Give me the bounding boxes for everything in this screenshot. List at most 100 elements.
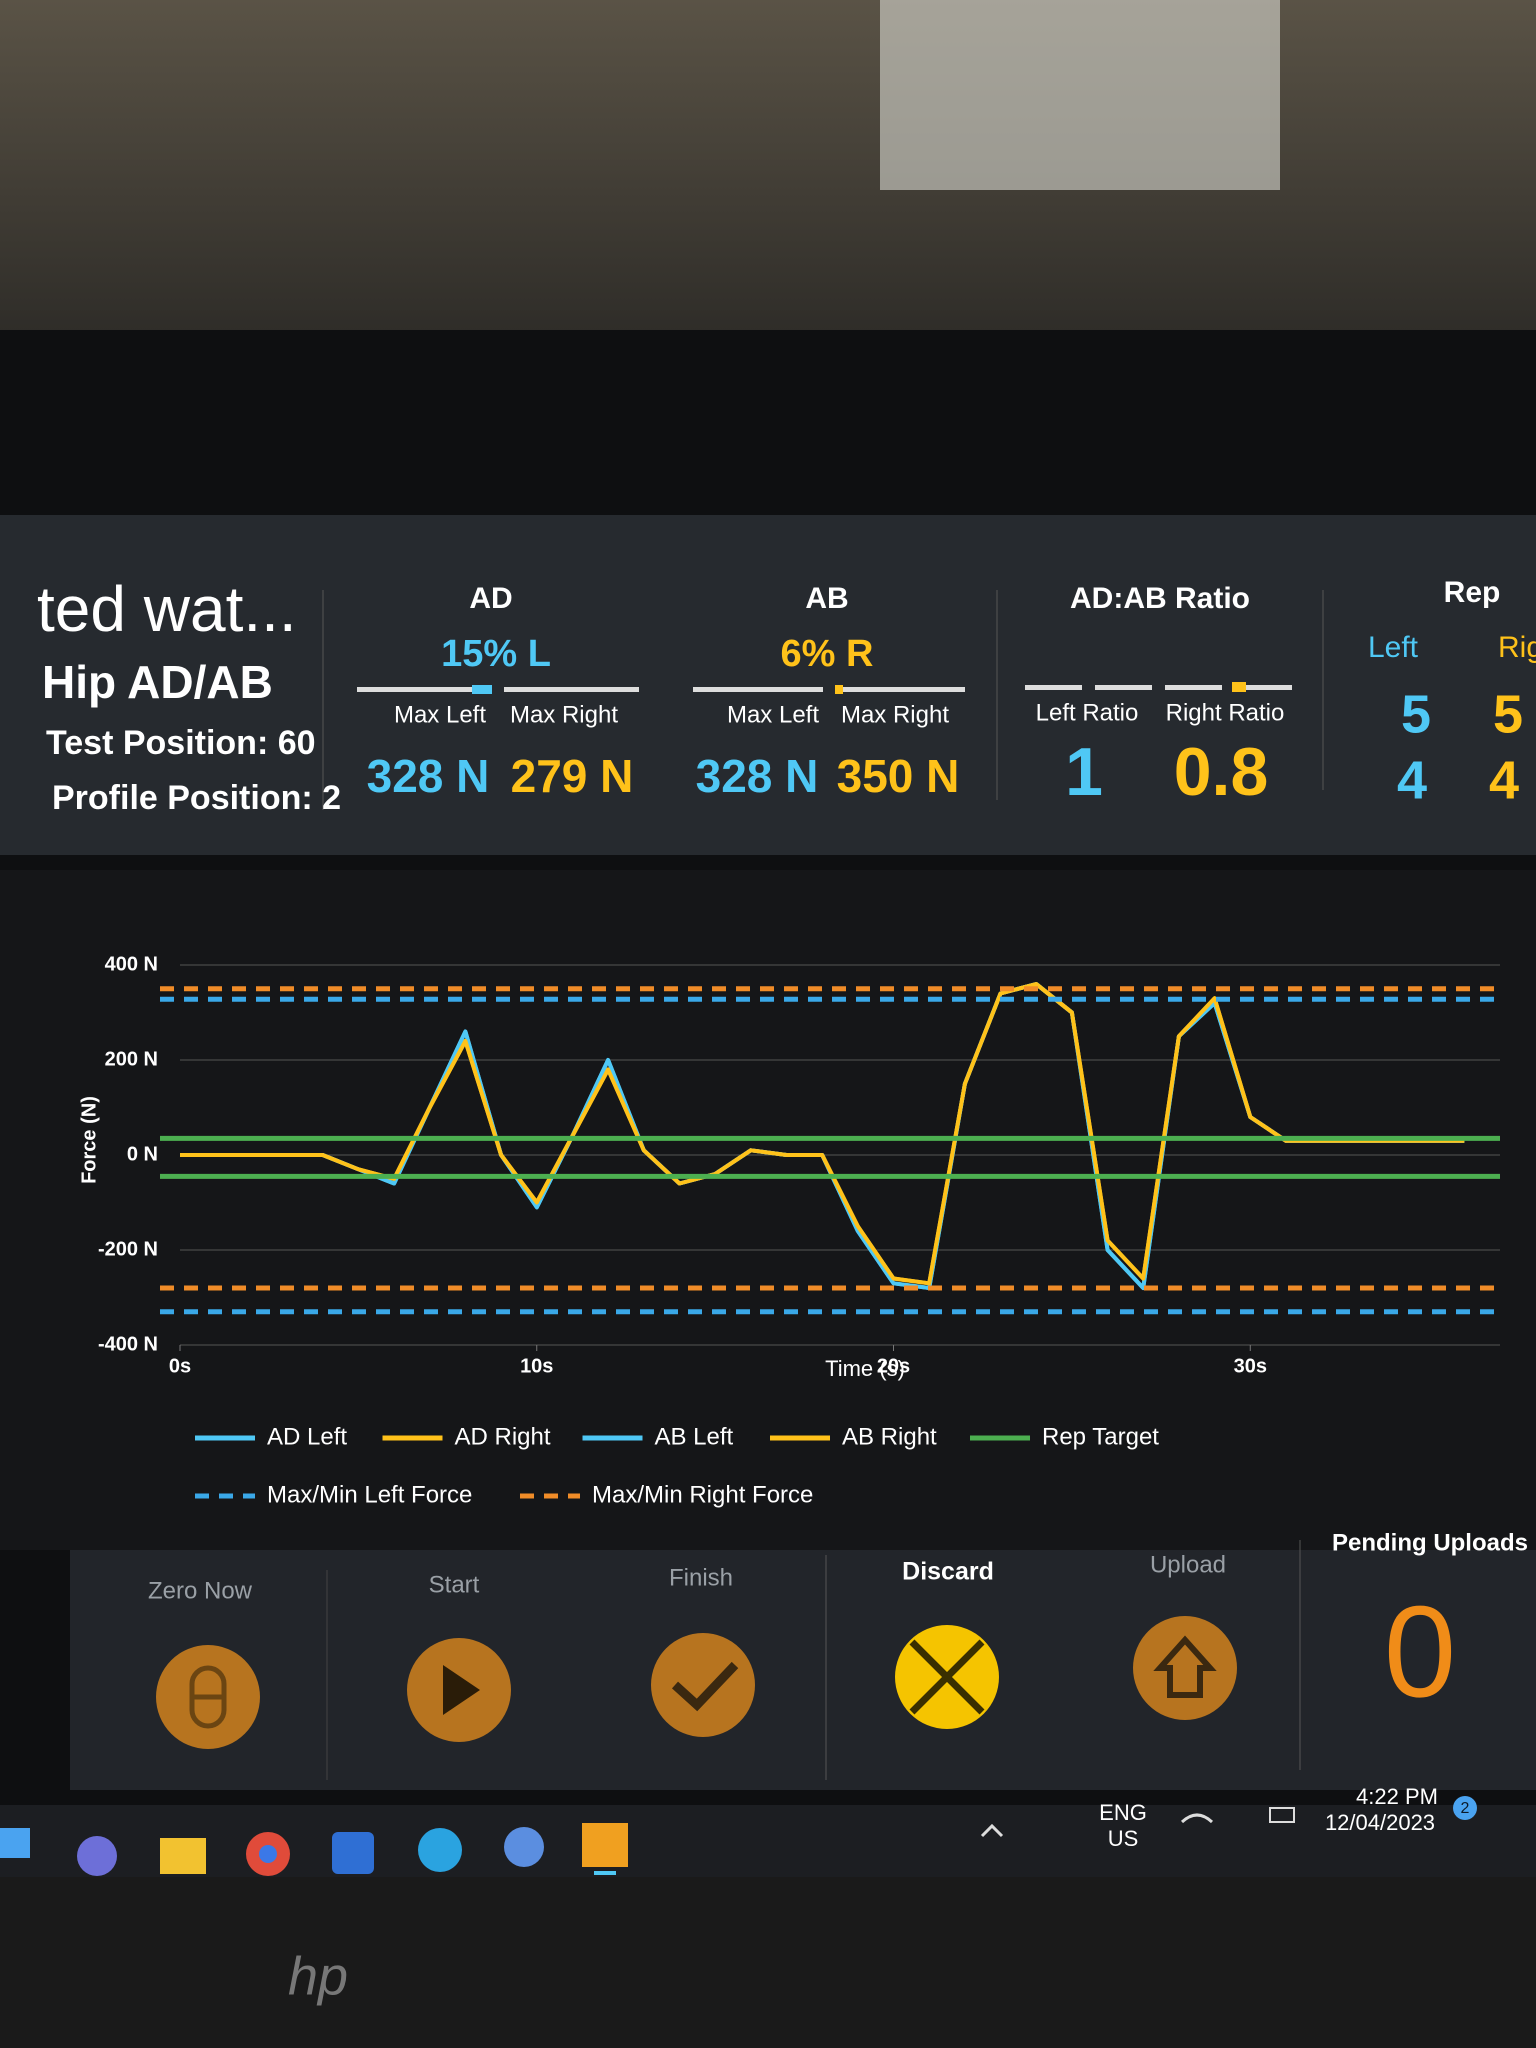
test-name: Hip AD/AB bbox=[42, 656, 273, 708]
ad-max-right: 279 N bbox=[511, 750, 634, 802]
taskbar bbox=[0, 1805, 1536, 1877]
app-icon[interactable] bbox=[332, 1832, 374, 1874]
app-icon[interactable] bbox=[418, 1828, 462, 1872]
ab-title: AB bbox=[805, 582, 848, 615]
language[interactable]: ENG bbox=[1099, 1800, 1147, 1825]
left-ratio: 1 bbox=[1065, 734, 1103, 810]
active-indicator bbox=[594, 1871, 616, 1875]
ab-max-left-label: Max Left bbox=[727, 701, 819, 728]
x-tick-label: 0s bbox=[169, 1355, 191, 1377]
athlete-name: ted wat... bbox=[37, 573, 297, 645]
icon-glyph bbox=[443, 1665, 480, 1715]
discard-button[interactable]: Discard bbox=[895, 1558, 999, 1729]
notification-badge[interactable] bbox=[1453, 1796, 1477, 1820]
zero-now-button[interactable]: Zero Now bbox=[148, 1577, 260, 1749]
start-icon[interactable] bbox=[0, 1828, 30, 1858]
button-label: Discard bbox=[902, 1558, 994, 1586]
ad-difference: 15% L bbox=[441, 633, 551, 675]
balance-marker bbox=[472, 685, 492, 694]
rep-left-value: 5 bbox=[1401, 684, 1431, 744]
notification-count: 2 bbox=[1461, 1800, 1470, 1817]
button-label: Finish bbox=[669, 1564, 733, 1591]
icon-glyph bbox=[1153, 1635, 1217, 1698]
app-icon[interactable] bbox=[77, 1836, 117, 1876]
ab-max-right: 350 N bbox=[837, 750, 960, 802]
app-icon[interactable] bbox=[160, 1838, 206, 1874]
button-icon bbox=[1133, 1616, 1237, 1720]
legend-label: AB Right bbox=[842, 1423, 937, 1450]
laptop-logo: hp bbox=[288, 1946, 348, 2006]
legend-label: Max/Min Left Force bbox=[267, 1481, 472, 1508]
balance-bar bbox=[357, 687, 492, 692]
balance-marker bbox=[835, 685, 843, 694]
app-icon[interactable] bbox=[504, 1827, 544, 1867]
battery-icon[interactable] bbox=[1269, 1807, 1295, 1823]
y-tick-label: 0 N bbox=[127, 1143, 158, 1165]
x-tick-label: 20s bbox=[877, 1355, 910, 1377]
chart: 400 N 200 N 0 N -200 N -400 N 0s 10s 20s 30s AD L… bbox=[98, 953, 1500, 1508]
upload-button[interactable]: Upload bbox=[1133, 1551, 1237, 1720]
start-button[interactable]: Start bbox=[407, 1571, 511, 1742]
ratio-bar bbox=[1165, 685, 1222, 690]
keyboard bbox=[0, 1870, 1536, 2048]
icon-glyph bbox=[909, 1639, 985, 1715]
y-tick-label: -200 N bbox=[98, 1238, 158, 1260]
right-ratio: 0.8 bbox=[1174, 734, 1269, 810]
pending-count: 0 bbox=[1384, 1578, 1456, 1724]
button-label: Start bbox=[429, 1571, 480, 1598]
wifi-icon[interactable] bbox=[1180, 1813, 1214, 1824]
background-window bbox=[880, 0, 1280, 190]
ad-title: AD bbox=[469, 582, 512, 615]
chart-panel bbox=[0, 870, 1536, 1550]
legend-label: Max/Min Right Force bbox=[592, 1481, 813, 1508]
legend-label: Rep Target bbox=[1042, 1423, 1159, 1450]
ab-max-left: 328 N bbox=[696, 750, 819, 802]
active-app-icon[interactable] bbox=[582, 1823, 628, 1867]
test-position: Test Position: 60 bbox=[46, 724, 316, 762]
left-ratio-label: Left Ratio bbox=[1036, 699, 1139, 726]
ad-max-left: 328 N bbox=[367, 750, 490, 802]
finish-button[interactable]: Finish bbox=[651, 1564, 755, 1737]
app-icon-center bbox=[259, 1845, 277, 1863]
tray-expand[interactable] bbox=[980, 1823, 1004, 1838]
balance-bar bbox=[504, 687, 639, 692]
clock-time[interactable]: 4:22 PM bbox=[1356, 1784, 1438, 1809]
button-panel bbox=[70, 1550, 1536, 1790]
x-axis-label: Time (s) bbox=[825, 1356, 905, 1381]
button-label: Zero Now bbox=[148, 1577, 253, 1604]
pending-label: Pending Uploads bbox=[1332, 1529, 1528, 1556]
x-tick-label: 30s bbox=[1234, 1355, 1267, 1377]
right-ratio-label: Right Ratio bbox=[1166, 699, 1285, 726]
ratio-bar bbox=[1235, 685, 1292, 690]
rep-right-label: Rig bbox=[1498, 631, 1536, 664]
ratio-bar bbox=[1095, 685, 1152, 690]
ad-max-left-label: Max Left bbox=[394, 701, 486, 728]
rep-left-value: 4 bbox=[1397, 750, 1427, 810]
clock-date: 12/04/2023 bbox=[1325, 1810, 1435, 1835]
y-axis-label: Force (N) bbox=[78, 1096, 100, 1184]
icon-glyph bbox=[671, 1661, 739, 1712]
legend-label: AB Left bbox=[655, 1423, 734, 1450]
ratio-title: AD:AB Ratio bbox=[1070, 582, 1250, 615]
profile-position: Profile Position: 2 bbox=[52, 779, 341, 817]
y-tick-label: 200 N bbox=[105, 1048, 158, 1070]
button-icon bbox=[651, 1633, 755, 1737]
ab-difference: 6% R bbox=[781, 633, 874, 675]
rep-left-label: Left bbox=[1368, 631, 1419, 664]
y-tick-label: -400 N bbox=[98, 1333, 158, 1355]
x-tick-label: 10s bbox=[520, 1355, 553, 1377]
legend-label: AD Right bbox=[455, 1423, 551, 1450]
balance-bar bbox=[693, 687, 823, 692]
ratio-marker bbox=[1232, 682, 1246, 692]
background bbox=[0, 0, 1536, 340]
rep-title: Rep bbox=[1444, 576, 1501, 609]
rep-right-value: 4 bbox=[1489, 750, 1519, 810]
region: US bbox=[1108, 1826, 1139, 1851]
ad-max-right-label: Max Right bbox=[510, 701, 618, 728]
y-tick-label: 400 N bbox=[105, 953, 158, 975]
legend-label: AD Left bbox=[267, 1423, 347, 1450]
ratio-bar bbox=[1025, 685, 1082, 690]
rep-right-value: 5 bbox=[1493, 684, 1523, 744]
